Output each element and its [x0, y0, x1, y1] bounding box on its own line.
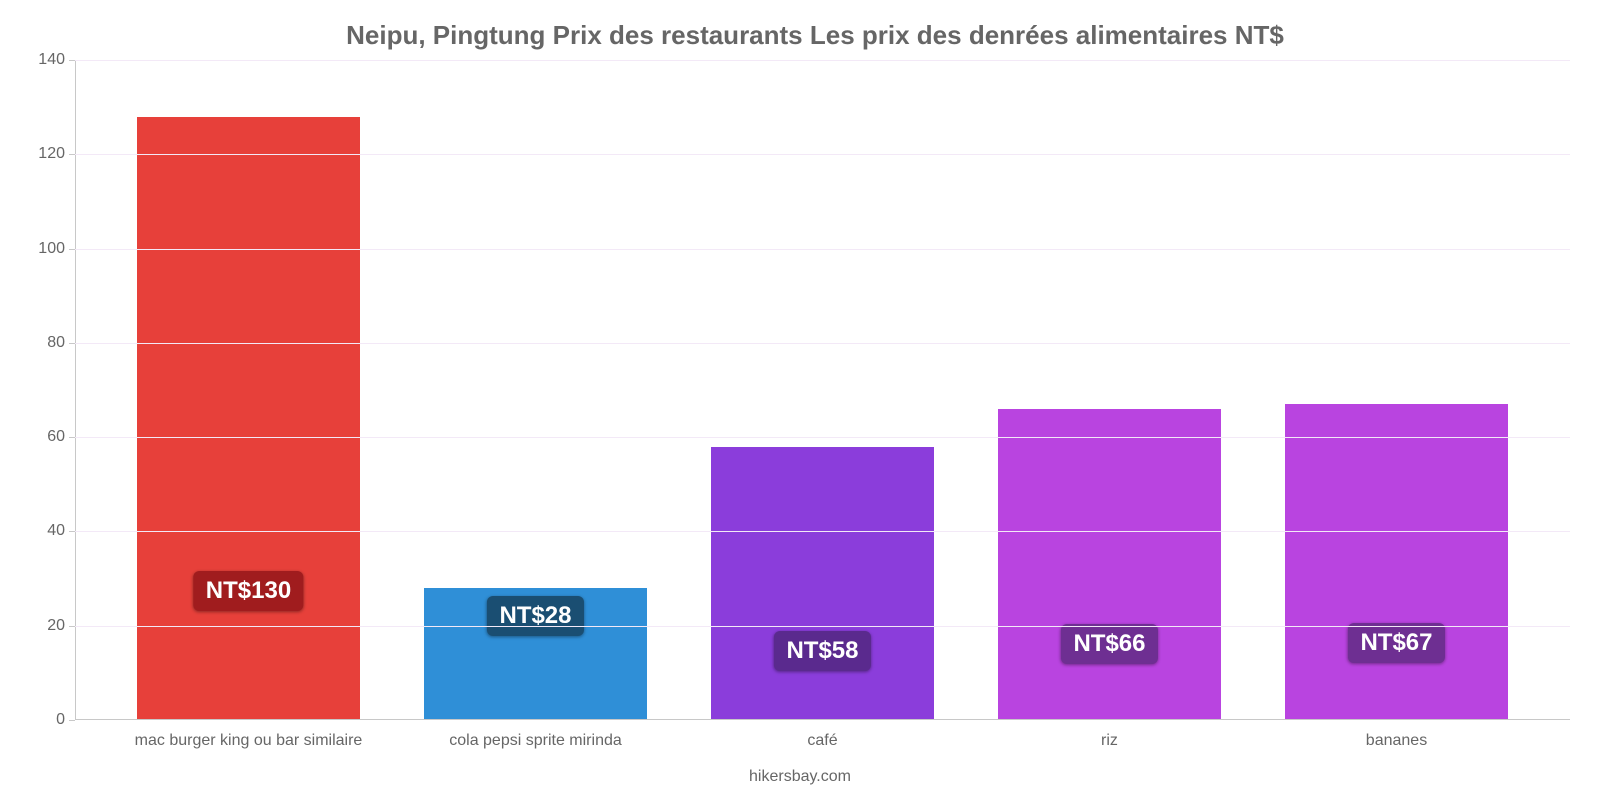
ytick-mark — [69, 720, 75, 721]
gridline — [75, 249, 1570, 250]
ytick-mark — [69, 249, 75, 250]
bar-value-badge: NT$66 — [1061, 624, 1157, 664]
x-category-label: bananes — [1253, 724, 1540, 750]
x-category-label: riz — [966, 724, 1253, 750]
ytick-mark — [69, 626, 75, 627]
gridline — [75, 60, 1570, 61]
bar: NT$67 — [1285, 404, 1509, 720]
bar: NT$66 — [998, 409, 1222, 720]
chart-source-label: hikersbay.com — [0, 768, 1600, 786]
bar: NT$58 — [711, 447, 935, 720]
ytick-label: 140 — [38, 51, 65, 69]
ytick-mark — [69, 437, 75, 438]
bar-slot: NT$67 — [1253, 60, 1540, 720]
gridline — [75, 154, 1570, 155]
bar: NT$28 — [424, 588, 648, 720]
ytick-label: 0 — [56, 711, 65, 729]
gridline — [75, 531, 1570, 532]
chart-title: Neipu, Pingtung Prix des restaurants Les… — [60, 20, 1570, 51]
gridline — [75, 343, 1570, 344]
ytick-label: 100 — [38, 240, 65, 258]
bar: NT$130 — [137, 117, 361, 720]
ytick-label: 120 — [38, 145, 65, 163]
gridline — [75, 437, 1570, 438]
plot-area: NT$130NT$28NT$58NT$66NT$67 0204060801001… — [75, 60, 1570, 720]
ytick-mark — [69, 343, 75, 344]
price-bar-chart: Neipu, Pingtung Prix des restaurants Les… — [0, 0, 1600, 800]
ytick-mark — [69, 60, 75, 61]
ytick-label: 60 — [47, 428, 65, 446]
ytick-mark — [69, 531, 75, 532]
ytick-label: 80 — [47, 334, 65, 352]
ytick-label: 40 — [47, 522, 65, 540]
ytick-label: 20 — [47, 617, 65, 635]
bar-slot: NT$58 — [679, 60, 966, 720]
bars-row: NT$130 NT$28 NT$58 NT$66 NT$67 — [75, 60, 1570, 720]
bar-value-badge: NT$67 — [1348, 623, 1444, 663]
x-category-label: mac burger king ou bar similaire — [105, 724, 392, 750]
bar-slot: NT$28 — [392, 60, 679, 720]
bar-value-badge: NT$130 — [194, 571, 303, 611]
ytick-mark — [69, 154, 75, 155]
x-axis-labels: mac burger king ou bar similairecola pep… — [75, 724, 1570, 750]
bar-value-badge: NT$28 — [487, 596, 583, 636]
bar-slot: NT$66 — [966, 60, 1253, 720]
bar-slot: NT$130 — [105, 60, 392, 720]
gridline — [75, 626, 1570, 627]
x-category-label: cola pepsi sprite mirinda — [392, 724, 679, 750]
bar-value-badge: NT$58 — [774, 631, 870, 671]
x-category-label: café — [679, 724, 966, 750]
